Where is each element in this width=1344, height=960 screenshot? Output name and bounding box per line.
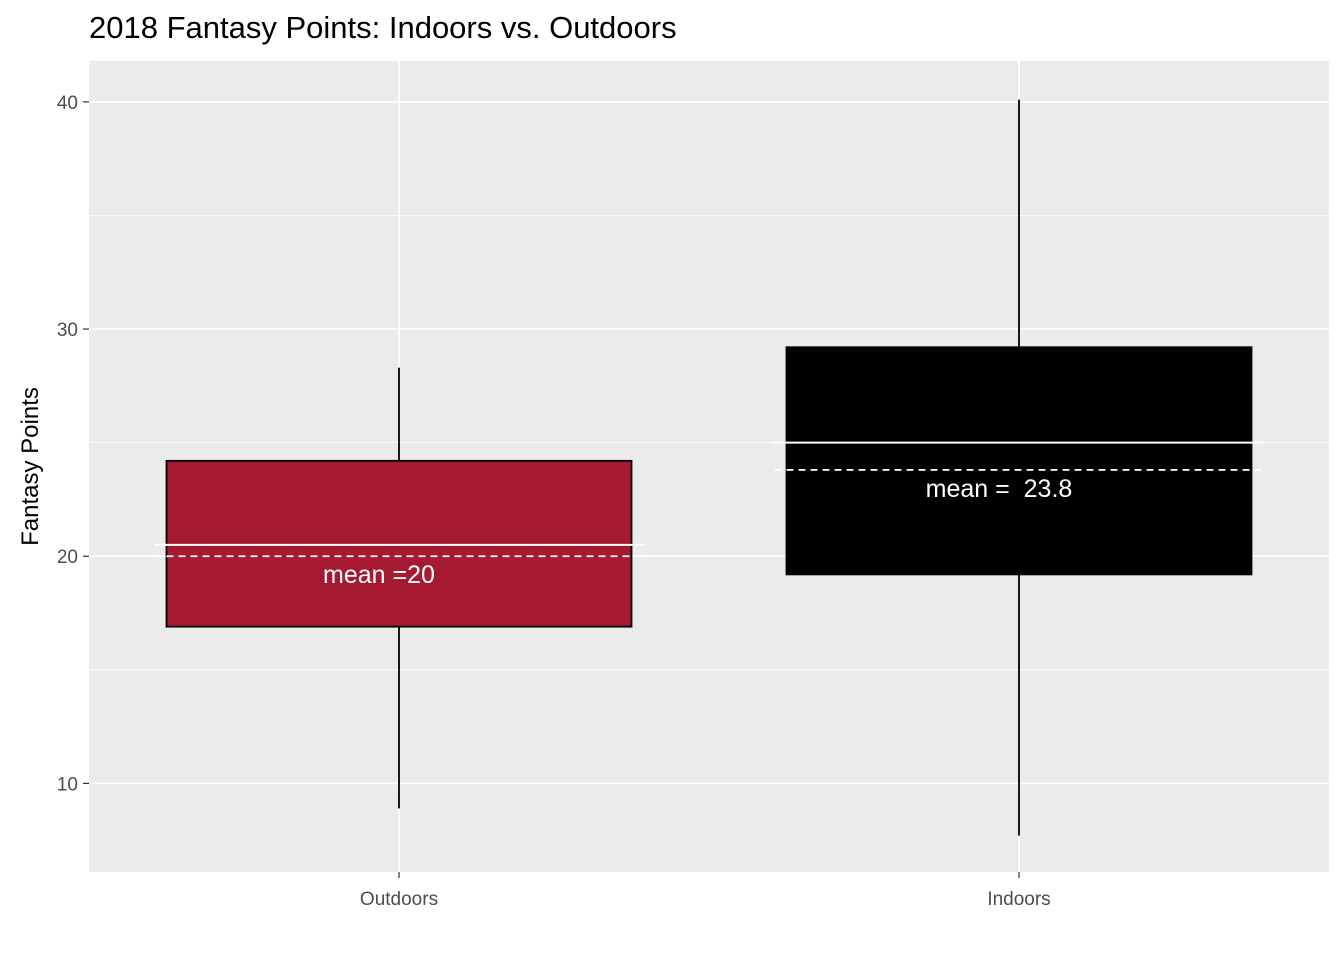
y-tick-label: 20: [57, 547, 78, 568]
box-outdoors: [165, 459, 633, 628]
y-tick-label: 10: [57, 774, 78, 795]
box-indoors: [785, 346, 1253, 576]
x-tick-label: Indoors: [987, 889, 1050, 910]
y-tick-label: 40: [57, 93, 78, 114]
mean-label: mean =20: [323, 561, 435, 589]
y-axis-title: Fantasy Points: [17, 387, 44, 546]
mean-label: mean = 23.8: [926, 475, 1073, 503]
x-tick-label: Outdoors: [360, 889, 438, 910]
y-tick-label: 30: [57, 320, 78, 341]
chart-title: 2018 Fantasy Points: Indoors vs. Outdoor…: [89, 10, 677, 45]
